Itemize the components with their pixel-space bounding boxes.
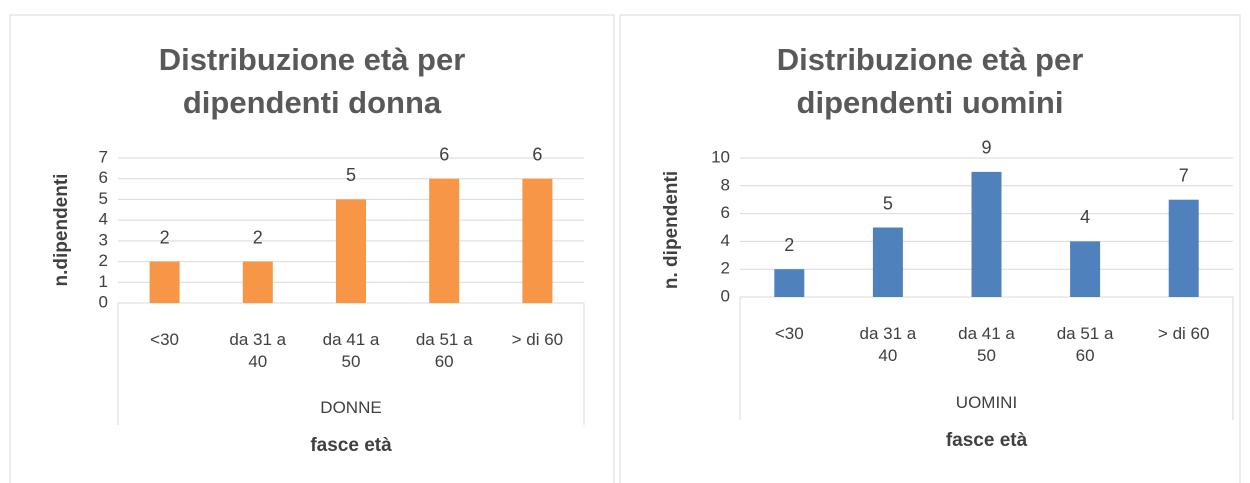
x-axis-label: fasce età <box>310 435 392 456</box>
bar <box>429 178 460 303</box>
x-tick-label: da 51 a 60 <box>415 330 473 371</box>
data-label: 5 <box>883 193 893 213</box>
data-label: 9 <box>981 138 991 158</box>
chart-title: Distribuzione età per dipendenti uomini <box>776 42 1084 120</box>
x-tick-label: da 51 a 60 <box>1056 324 1114 365</box>
bar <box>1070 241 1101 297</box>
bar <box>1168 199 1199 297</box>
data-label: 6 <box>439 144 449 164</box>
y-tick-label: 8 <box>721 175 730 194</box>
y-axis-label: n. dipendenti <box>661 171 682 289</box>
y-tick-label: 6 <box>99 168 108 187</box>
y-axis-label: n.dipendenti <box>51 174 72 287</box>
x-tick-label: da 31 a 40 <box>859 324 917 365</box>
y-tick-label: 6 <box>721 203 730 222</box>
y-tick-label: 5 <box>99 189 108 208</box>
y-tick-label: 7 <box>99 147 108 166</box>
chart-title: Distribuzione età per dipendenti donna <box>158 42 466 120</box>
y-tick-label: 10 <box>711 147 730 166</box>
y-tick-label: 1 <box>99 272 108 291</box>
data-label: 2 <box>160 227 170 247</box>
bar <box>242 261 273 303</box>
y-tick-label: 4 <box>99 210 108 229</box>
y-tick-label: 0 <box>99 292 108 311</box>
data-label: 2 <box>253 227 263 247</box>
panel <box>9 14 615 483</box>
x-tick-label: > di 60 <box>511 330 564 349</box>
data-label: 5 <box>346 165 356 185</box>
x-tick-label: <30 <box>774 324 804 343</box>
bar <box>872 227 903 297</box>
x-tick-label: da 31 a 40 <box>229 330 287 371</box>
x-tick-label: > di 60 <box>1157 324 1210 343</box>
y-tick-label: 2 <box>721 259 730 278</box>
x-tick-label: da 41 a 50 <box>322 330 380 371</box>
x-tick-label: da 41 a 50 <box>958 324 1015 365</box>
group-label: DONNE <box>320 398 382 417</box>
y-tick-label: 0 <box>721 286 730 305</box>
x-tick-label: <30 <box>150 330 180 349</box>
y-tick-label: 4 <box>721 231 730 250</box>
y-tick-label: 3 <box>99 230 108 249</box>
data-label: 2 <box>784 235 794 255</box>
panel <box>619 14 1241 483</box>
bar <box>774 269 805 297</box>
bar <box>336 199 366 303</box>
x-axis-label: fasce età <box>945 430 1028 451</box>
data-label: 7 <box>1179 165 1189 185</box>
y-tick-label: 2 <box>99 251 108 270</box>
bar <box>522 178 553 303</box>
data-label: 6 <box>532 144 542 164</box>
group-label: UOMINI <box>955 393 1018 412</box>
data-label: 4 <box>1080 207 1090 227</box>
bar <box>149 261 180 303</box>
bar <box>971 171 1002 297</box>
